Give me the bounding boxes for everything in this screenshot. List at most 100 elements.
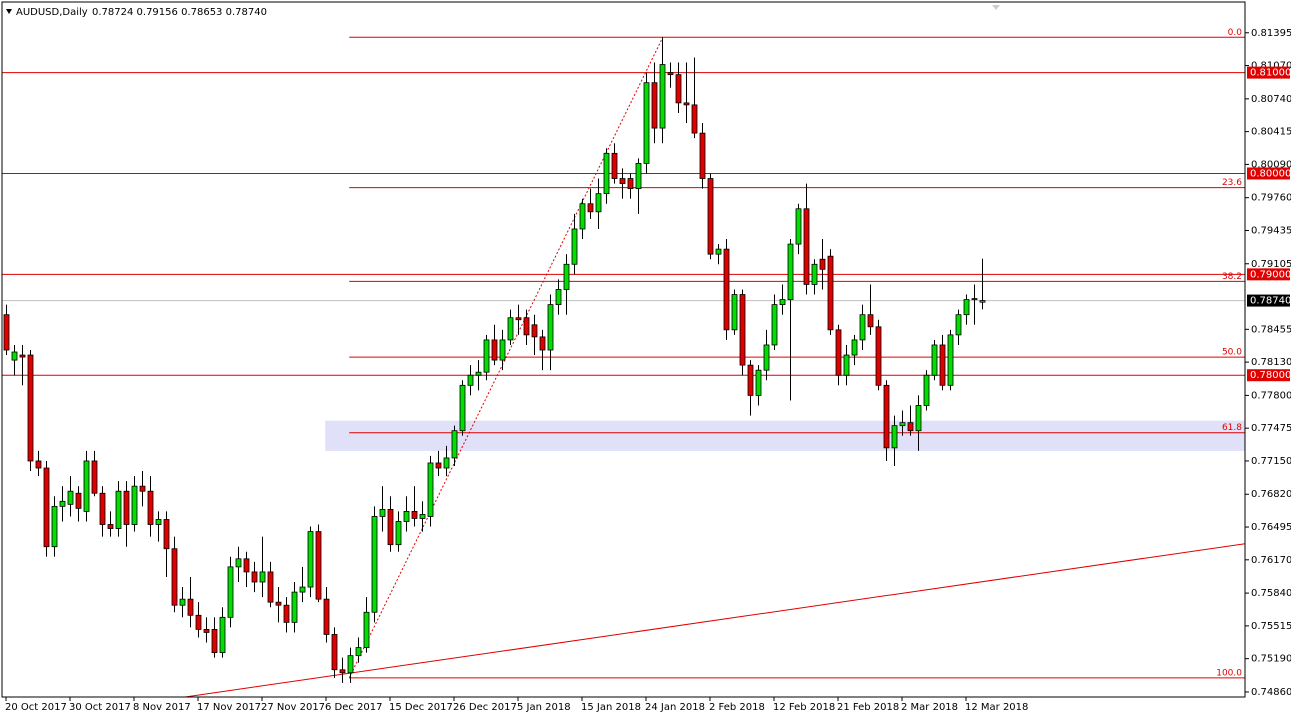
x-tick-label: 15 Dec 2017 (389, 702, 453, 713)
candle-body (619, 178, 626, 184)
candle-body (563, 263, 570, 290)
candle-body (547, 304, 554, 351)
candle-body (923, 374, 930, 406)
x-tick-label: 8 Nov 2017 (133, 702, 191, 713)
y-tick-label: 0.78455 (1251, 324, 1291, 335)
candle-body (491, 339, 498, 361)
level-label-box (1247, 369, 1290, 382)
fib-trend (348, 37, 664, 679)
candle-body (699, 132, 706, 179)
y-tick-label: 0.80415 (1251, 127, 1291, 138)
candle-body (827, 255, 834, 331)
x-tick-label: 2 Mar 2018 (901, 702, 958, 713)
y-tick-label: 0.77475 (1251, 423, 1291, 434)
candle-body (571, 228, 578, 265)
y-tick-label: 0.79105 (1251, 259, 1291, 270)
plot-border (1, 1, 1246, 698)
candle-body (555, 289, 562, 306)
level-label-box (1247, 268, 1290, 281)
y-tick-label: 0.75190 (1251, 654, 1291, 665)
candle-body (643, 82, 650, 164)
candle-body (419, 514, 426, 519)
level-label-box (1247, 66, 1290, 79)
level-label: 0.79000 (1250, 269, 1291, 280)
candle-body (243, 558, 250, 573)
candle-body (347, 655, 354, 674)
menu-arrow[interactable] (6, 9, 12, 14)
candle-body (147, 490, 154, 525)
x-tick-label: 24 Jan 2018 (645, 702, 705, 713)
y-tick-label: 0.80740 (1251, 94, 1291, 105)
candle-body (155, 519, 162, 525)
candle-body (291, 591, 298, 623)
candle-body (355, 647, 362, 657)
candle-body (67, 490, 74, 505)
candle-body (267, 571, 274, 603)
candle-body (979, 300, 986, 303)
candle-body (299, 586, 306, 593)
candle-body (515, 317, 522, 321)
candle-body (611, 152, 618, 179)
candle-body (411, 510, 418, 519)
candle-body (395, 521, 402, 546)
x-tick-label: 17 Nov 2017 (197, 702, 261, 713)
candle-body (19, 354, 26, 358)
fib-label: 50.0 (1222, 348, 1242, 358)
candle-body (227, 566, 234, 618)
x-tick-label: 6 Dec 2017 (325, 702, 383, 713)
candle-body (859, 314, 866, 341)
candle-body (883, 384, 890, 449)
candle-body (203, 629, 210, 633)
candle-body (115, 490, 122, 529)
y-tick-label: 0.76820 (1251, 489, 1291, 500)
candle-body (531, 324, 538, 338)
candle-body (139, 485, 146, 492)
candle-body (123, 490, 130, 525)
candle-body (195, 614, 202, 630)
candle-body (891, 425, 898, 449)
x-tick-label: 20 Oct 2017 (5, 702, 67, 713)
candle-body (99, 492, 106, 525)
candle-body (603, 152, 610, 195)
candle-body (43, 467, 50, 548)
candle-body (779, 299, 786, 306)
support-zone (325, 420, 1245, 451)
candle-body (259, 571, 266, 583)
candle-body (787, 243, 794, 300)
candle-body (811, 263, 818, 285)
y-tick-label: 0.76495 (1251, 522, 1291, 533)
candle-body (483, 339, 490, 373)
candle-body (843, 354, 850, 376)
candle-body (755, 369, 762, 396)
candle-body (467, 374, 474, 386)
candle-body (435, 462, 442, 469)
candle-body (803, 208, 810, 285)
candle-body (59, 500, 66, 507)
candle-body (763, 344, 770, 371)
candle-body (875, 326, 882, 386)
candle-body (651, 82, 658, 129)
candle-body (819, 258, 826, 270)
y-tick-label: 0.78130 (1251, 357, 1291, 368)
candle-body (211, 629, 218, 654)
y-tick-label: 0.80090 (1251, 159, 1291, 170)
price-label: 0.78740 (1250, 296, 1291, 307)
candle-body (475, 371, 482, 376)
candle-body (91, 460, 98, 494)
candle-body (11, 351, 18, 361)
candle-body (131, 485, 138, 525)
y-tick-label: 0.79435 (1251, 225, 1291, 236)
fib-label: 0.0 (1228, 28, 1243, 38)
x-tick-label: 27 Nov 2017 (261, 702, 325, 713)
shift-marker (992, 5, 1000, 10)
candle-body (851, 339, 858, 356)
candle-body (707, 178, 714, 255)
x-tick-label: 15 Jan 2018 (581, 702, 641, 713)
ohlc: 0.78724 0.79156 0.78653 0.78740 (92, 7, 267, 18)
x-tick-label: 21 Feb 2018 (837, 702, 899, 713)
y-tick-label: 0.75840 (1251, 588, 1291, 599)
y-tick-label: 0.77150 (1251, 456, 1291, 467)
fib-label: 38.2 (1222, 272, 1242, 282)
candle-body (907, 422, 914, 432)
y-tick-label: 0.81395 (1251, 28, 1291, 39)
